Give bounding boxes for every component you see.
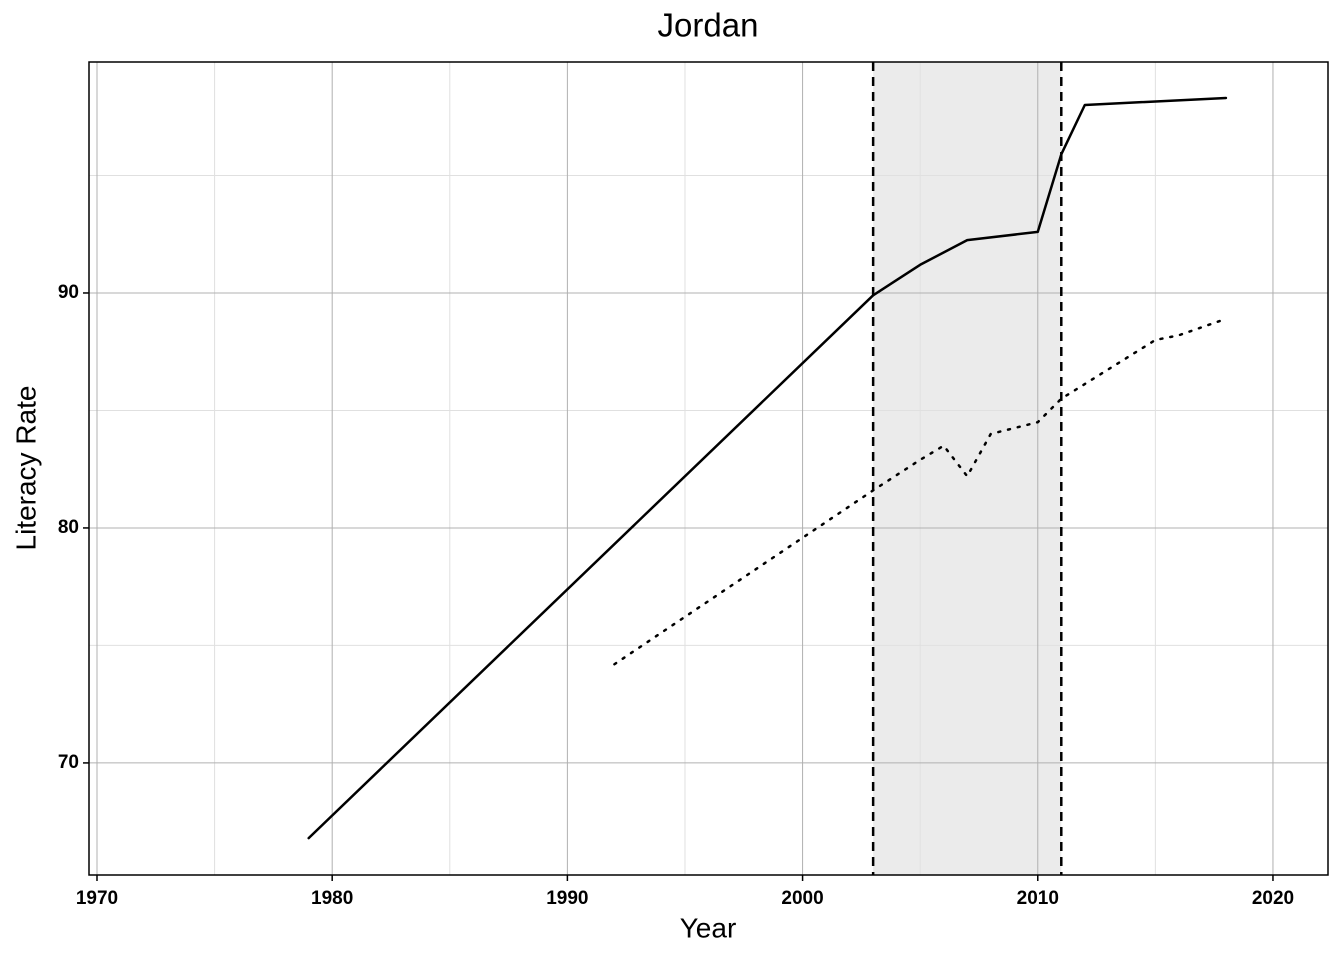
y-tick-label: 90 xyxy=(58,282,79,303)
plot-border xyxy=(88,61,1329,876)
y-tick-label: 80 xyxy=(58,517,79,538)
y-axis-label: Literacy Rate xyxy=(10,386,41,551)
x-tick-label: 1980 xyxy=(311,888,353,909)
x-tick-label: 2020 xyxy=(1252,888,1294,909)
x-tick-label: 2000 xyxy=(781,888,823,909)
y-tick-label: 70 xyxy=(58,752,79,773)
x-tick-label: 1970 xyxy=(76,888,118,909)
shaded-region xyxy=(873,62,1062,875)
x-tick-label: 2010 xyxy=(1017,888,1059,909)
line-series xyxy=(307,96,1228,840)
x-axis-label: Year xyxy=(680,912,737,943)
x-tick-label: 1990 xyxy=(546,888,588,909)
line-series xyxy=(613,317,1228,666)
chart-title: Jordan xyxy=(658,7,759,44)
